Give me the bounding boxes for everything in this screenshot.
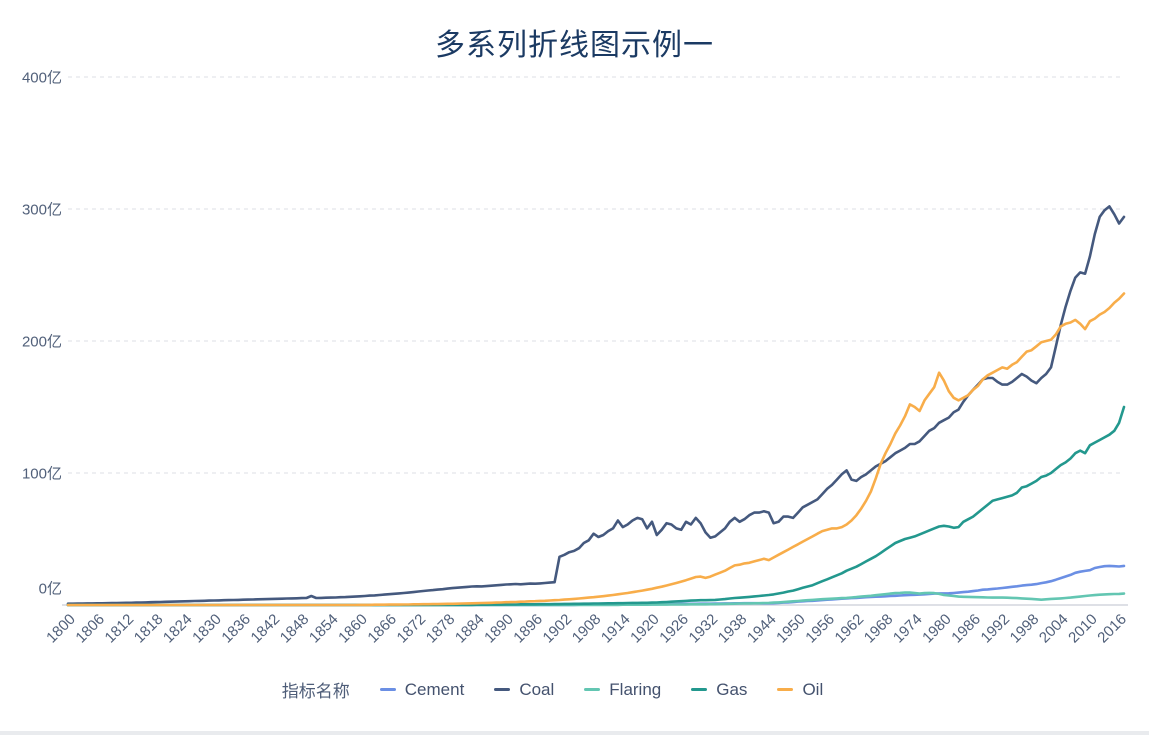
y-axis-label-300: 300亿: [22, 201, 62, 218]
x-axis-label-1932: 1932: [686, 611, 722, 647]
x-axis-label-1956: 1956: [802, 611, 838, 647]
legend-label-oil: Oil: [802, 679, 824, 699]
x-axis-label-1890: 1890: [481, 611, 517, 647]
legend-items: Cement Coal Flaring Gas Oil: [379, 679, 823, 700]
legend-marker-gas: [691, 687, 708, 692]
x-axis-label-1878: 1878: [423, 611, 459, 647]
series-line-gas[interactable]: [66, 405, 1126, 607]
legend-item-coal[interactable]: Coal: [494, 680, 554, 700]
x-axis-label-1908: 1908: [569, 611, 605, 647]
x-axis-label-1992: 1992: [978, 611, 1014, 647]
legend-label-gas: Gas: [716, 679, 748, 699]
x-axis-label-1854: 1854: [306, 611, 342, 647]
legend-item-cement[interactable]: Cement: [379, 679, 465, 700]
x-axis-label-1806: 1806: [72, 611, 108, 647]
x-axis-label-1974: 1974: [890, 611, 926, 647]
series-line-oil[interactable]: [66, 292, 1126, 607]
legend-marker-oil: [777, 687, 794, 692]
y-axis-label-400: 400亿: [22, 69, 62, 86]
legend-marker-flaring: [584, 687, 601, 692]
legend-marker-cement: [379, 687, 396, 692]
legend-item-gas[interactable]: Gas: [691, 680, 747, 700]
x-axis-label-1962: 1962: [832, 611, 868, 647]
x-axis-label-1926: 1926: [656, 611, 692, 647]
x-axis-label-1902: 1902: [540, 611, 576, 647]
x-axis-label-1920: 1920: [627, 611, 663, 647]
x-axis-label-1836: 1836: [218, 611, 254, 647]
x-axis-label-2010: 2010: [1065, 611, 1101, 647]
y-axis-label-100: 100亿: [22, 465, 62, 482]
x-axis-label-1968: 1968: [861, 611, 897, 647]
x-axis-label-2016: 2016: [1094, 611, 1130, 647]
x-axis-label-1848: 1848: [277, 611, 313, 647]
x-axis-label-1980: 1980: [919, 611, 955, 647]
legend-item-flaring[interactable]: Flaring: [584, 680, 661, 700]
x-axis-label-1950: 1950: [773, 611, 809, 647]
x-axis-label-1824: 1824: [160, 611, 196, 647]
x-axis-label-2004: 2004: [1036, 611, 1072, 647]
legend-label-cement: Cement: [404, 679, 465, 699]
x-axis-label-1830: 1830: [189, 611, 225, 647]
series-line-coal[interactable]: [66, 205, 1126, 606]
page-bottom-divider: [0, 731, 1149, 735]
x-axis-label-1800: 1800: [43, 611, 79, 647]
x-axis-label-1914: 1914: [598, 611, 634, 647]
x-axis-label-1842: 1842: [248, 611, 284, 647]
chart-title: 多系列折线图示例一: [435, 29, 714, 62]
y-axis-label-0: 0亿: [39, 580, 62, 597]
legend-title: 指标名称: [281, 682, 350, 701]
x-axis-label-1884: 1884: [452, 611, 488, 647]
x-axis-label-1866: 1866: [364, 611, 400, 647]
x-axis-label-1944: 1944: [744, 611, 780, 647]
legend-item-oil[interactable]: Oil: [777, 680, 823, 700]
x-axis-label-1986: 1986: [948, 611, 984, 647]
x-axis-label-1818: 1818: [131, 611, 167, 647]
x-axis-label-1860: 1860: [335, 611, 371, 647]
y-axis-label-200: 200亿: [22, 333, 62, 350]
legend-marker-coal: [494, 687, 511, 692]
legend-label-coal: Coal: [519, 679, 555, 699]
x-axis-label-1896: 1896: [510, 611, 546, 647]
x-axis-label-1812: 1812: [102, 611, 138, 647]
x-axis-label-1872: 1872: [394, 611, 430, 647]
legend-label-flaring: Flaring: [609, 679, 662, 699]
chart-legend: 指标名称 Cement Coal Flaring Gas Oil: [0, 677, 1127, 702]
x-axis-label-1998: 1998: [1007, 611, 1043, 647]
x-axis-label-1938: 1938: [715, 611, 751, 647]
